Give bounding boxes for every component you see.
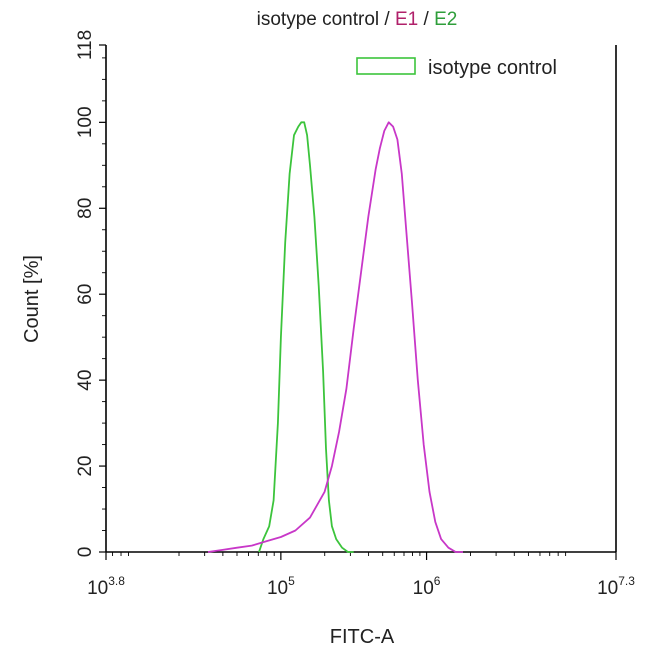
title-part-2: E1: [395, 9, 418, 30]
x-axis-ticks: 103.8 105 106 107.3: [87, 552, 635, 599]
plot-frame: [105, 45, 617, 553]
title-part-3: /: [418, 9, 434, 30]
y-tick-label-60: 60: [75, 284, 96, 305]
y-tick-label-40: 40: [75, 370, 96, 391]
x-tick-label-5: 105: [267, 574, 295, 599]
legend-label-isotype-control: isotype control: [428, 57, 557, 79]
y-tick-label-118: 118: [75, 30, 96, 60]
series-line-1: [207, 121, 463, 553]
y-tick-label-20: 20: [75, 455, 96, 476]
series-line-0: [258, 121, 354, 553]
title-part-1: /: [379, 9, 395, 30]
y-axis-title: Count [%]: [21, 255, 43, 343]
title-part-0: isotype control: [257, 9, 380, 30]
legend-swatch-isotype-control: [356, 57, 416, 75]
x-axis-title: FITC-A: [330, 626, 395, 648]
y-axis-ticks: 0 20 40 60 80 100 118: [75, 30, 106, 557]
y-tick-label-0: 0: [75, 547, 96, 558]
y-tick-label-80: 80: [75, 198, 96, 219]
chart-title: isotype control / E1 / E2: [257, 9, 458, 30]
legend: isotype control: [356, 57, 557, 79]
histogram-series: [207, 121, 463, 553]
x-tick-label-7.3: 107.3: [597, 574, 635, 599]
title-part-4: E2: [434, 9, 457, 30]
x-tick-label-6: 106: [413, 574, 441, 599]
y-tick-label-100: 100: [75, 106, 96, 138]
x-tick-label-3.8: 103.8: [87, 574, 125, 599]
